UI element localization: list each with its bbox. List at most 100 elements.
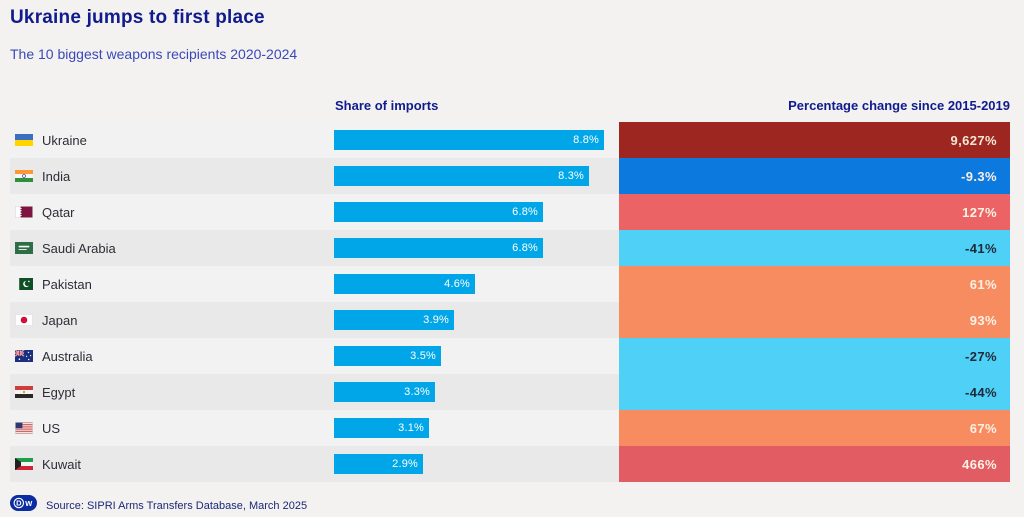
flag-us-icon xyxy=(15,422,33,434)
country-cell: Japan xyxy=(10,313,334,328)
country-cell: Egypt xyxy=(10,385,334,400)
share-bar: 4.6% xyxy=(334,274,475,294)
table-row: India 8.3% -9.3% xyxy=(10,158,1010,194)
change-value: -44% xyxy=(965,384,997,400)
share-bar: 8.3% xyxy=(334,166,589,186)
country-label: Japan xyxy=(42,312,78,328)
country-label: Kuwait xyxy=(42,456,82,472)
share-bar: 6.8% xyxy=(334,202,543,222)
change-cell: -41% xyxy=(619,230,1010,266)
share-value: 8.3% xyxy=(558,170,584,182)
country-cell: Kuwait xyxy=(10,457,334,472)
share-value: 4.6% xyxy=(444,278,470,290)
flag-india-icon xyxy=(15,170,33,182)
bar-cell: 6.8% xyxy=(334,202,619,222)
flag-qatar-icon xyxy=(15,206,33,218)
share-bar: 3.3% xyxy=(334,382,435,402)
country-label: US xyxy=(42,420,61,436)
bar-cell: 3.9% xyxy=(334,310,619,330)
change-cell: -9.3% xyxy=(619,158,1010,194)
change-value: 466% xyxy=(962,456,997,472)
change-cell: 61% xyxy=(619,266,1010,302)
flag-kuwait-icon xyxy=(15,458,33,470)
share-bar: 3.5% xyxy=(334,346,441,366)
flag-japan-icon xyxy=(15,314,33,326)
table-row: Japan 3.9% 93% xyxy=(10,302,1010,338)
change-value: 9,627% xyxy=(950,132,997,148)
flag-australia-icon xyxy=(15,350,33,362)
change-cell: 127% xyxy=(619,194,1010,230)
change-value: -41% xyxy=(965,240,997,256)
bar-cell: 8.3% xyxy=(334,166,619,186)
change-value: 127% xyxy=(962,204,997,220)
country-cell: US xyxy=(10,421,334,436)
share-value: 6.8% xyxy=(512,242,538,254)
bar-cell: 3.1% xyxy=(334,418,619,438)
flag-egypt-icon xyxy=(15,386,33,398)
page-subtitle: The 10 biggest weapons recipients 2020-2… xyxy=(10,46,298,62)
table-row: Pakistan 4.6% 61% xyxy=(10,266,1010,302)
change-value: -27% xyxy=(965,348,997,364)
bar-cell: 4.6% xyxy=(334,274,619,294)
bar-cell: 2.9% xyxy=(334,454,619,474)
share-bar: 6.8% xyxy=(334,238,543,258)
share-bar: 8.8% xyxy=(334,130,604,150)
flag-saudi-arabia-icon xyxy=(15,242,33,254)
country-cell: Australia xyxy=(10,349,334,364)
flag-ukraine-icon xyxy=(15,134,33,146)
column-header-share: Share of imports xyxy=(335,98,439,113)
change-cell: 466% xyxy=(619,446,1010,482)
share-value: 3.1% xyxy=(398,422,424,434)
table-row: US 3.1% 67% xyxy=(10,410,1010,446)
country-label: Qatar xyxy=(42,204,75,220)
dw-logo-w: w xyxy=(24,498,33,508)
change-cell: 67% xyxy=(619,410,1010,446)
table-row: Qatar 6.8% 127% xyxy=(10,194,1010,230)
change-value: 93% xyxy=(969,312,997,328)
share-bar: 2.9% xyxy=(334,454,423,474)
change-value: 61% xyxy=(969,276,997,292)
table-row: Australia 3.5% -27% xyxy=(10,338,1010,374)
change-cell: -27% xyxy=(619,338,1010,374)
column-header-change: Percentage change since 2015-2019 xyxy=(788,98,1010,113)
share-value: 3.9% xyxy=(423,314,449,326)
page-title: Ukraine jumps to first place xyxy=(10,7,265,28)
share-value: 2.9% xyxy=(392,458,418,470)
bar-cell: 6.8% xyxy=(334,238,619,258)
share-value: 3.5% xyxy=(410,350,436,362)
table-row: Ukraine 8.8% 9,627% xyxy=(10,122,1010,158)
flag-pakistan-icon xyxy=(15,278,33,290)
source-text: Source: SIPRI Arms Transfers Database, M… xyxy=(46,499,308,512)
country-label: Pakistan xyxy=(42,276,92,292)
country-cell: Saudi Arabia xyxy=(10,241,334,256)
change-cell: -44% xyxy=(619,374,1010,410)
dw-logo-d: D xyxy=(16,499,22,508)
share-value: 3.3% xyxy=(404,386,430,398)
table-row: Saudi Arabia 6.8% -41% xyxy=(10,230,1010,266)
chart-rows: Ukraine 8.8% 9,627% India 8.3% -9.3% xyxy=(0,122,1024,482)
change-cell: 93% xyxy=(619,302,1010,338)
country-cell: India xyxy=(10,169,334,184)
table-row: Kuwait 2.9% 466% xyxy=(10,446,1010,482)
country-cell: Ukraine xyxy=(10,133,334,148)
country-cell: Qatar xyxy=(10,205,334,220)
country-label: Australia xyxy=(42,348,93,364)
country-label: Egypt xyxy=(42,384,76,400)
country-label: Saudi Arabia xyxy=(42,240,116,256)
change-value: 67% xyxy=(969,420,997,436)
share-bar: 3.9% xyxy=(334,310,454,330)
change-cell: 9,627% xyxy=(619,122,1010,158)
table-row: Egypt 3.3% -44% xyxy=(10,374,1010,410)
country-label: India xyxy=(42,168,71,184)
bar-cell: 3.3% xyxy=(334,382,619,402)
share-value: 8.8% xyxy=(573,134,599,146)
share-bar: 3.1% xyxy=(334,418,429,438)
bar-cell: 8.8% xyxy=(334,130,619,150)
bar-cell: 3.5% xyxy=(334,346,619,366)
share-value: 6.8% xyxy=(512,206,538,218)
country-cell: Pakistan xyxy=(10,277,334,292)
country-label: Ukraine xyxy=(42,132,87,148)
